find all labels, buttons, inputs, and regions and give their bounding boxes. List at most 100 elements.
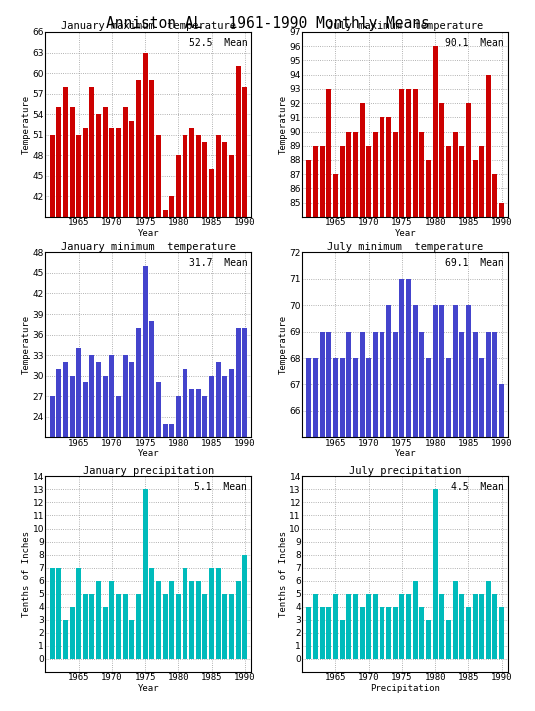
Bar [453,132,457,711]
Bar [379,331,385,711]
Bar [209,169,214,484]
Bar [236,328,241,581]
Bar [143,489,148,659]
Bar [379,606,385,659]
Bar [83,383,88,581]
Bar [340,358,345,711]
Bar [459,594,464,659]
X-axis label: Year: Year [137,449,159,458]
Title: July minimum  temperature: July minimum temperature [327,242,484,252]
Bar [419,132,424,711]
Bar [229,155,234,484]
Bar [472,331,478,711]
Bar [129,362,134,581]
Bar [189,581,194,659]
Bar [176,396,181,581]
Bar [499,385,504,711]
Bar [63,620,68,659]
Bar [320,331,325,711]
Bar [236,66,241,484]
Bar [379,117,385,711]
Bar [340,620,345,659]
Bar [202,396,208,581]
Bar [182,567,187,659]
Bar [486,331,491,711]
Y-axis label: Tenths of Inches: Tenths of Inches [279,531,288,617]
Bar [333,174,338,711]
Bar [326,89,331,711]
Bar [426,160,431,711]
Y-axis label: Temperature: Temperature [279,315,288,375]
Bar [63,362,68,581]
Bar [426,358,431,711]
Bar [360,606,364,659]
Bar [116,128,121,484]
Bar [103,107,108,484]
Bar [169,196,174,484]
Bar [433,489,438,659]
Bar [400,594,404,659]
Bar [313,146,318,711]
Bar [136,594,141,659]
Bar [353,358,358,711]
Text: 90.1  Mean: 90.1 Mean [445,38,504,48]
Bar [439,103,444,711]
Bar [123,594,128,659]
Bar [103,375,108,581]
Bar [202,594,208,659]
Text: 52.5  Mean: 52.5 Mean [188,38,247,48]
Bar [419,331,424,711]
Bar [182,134,187,484]
Bar [307,358,311,711]
Bar [386,606,391,659]
Bar [499,203,504,711]
Bar [400,89,404,711]
X-axis label: Year: Year [394,229,416,237]
Bar [96,581,101,659]
Bar [202,141,208,484]
Bar [163,210,167,484]
Bar [242,555,247,659]
Bar [479,358,484,711]
Bar [446,358,451,711]
Bar [406,594,411,659]
Bar [136,328,141,581]
Bar [320,606,325,659]
Bar [433,305,438,711]
Bar [149,80,154,484]
Bar [169,581,174,659]
Bar [453,305,457,711]
Bar [236,581,241,659]
Bar [83,128,88,484]
Bar [56,369,61,581]
Bar [479,594,484,659]
X-axis label: Precipitation: Precipitation [370,684,440,693]
Bar [479,146,484,711]
Bar [466,305,471,711]
Bar [129,121,134,484]
Bar [433,46,438,711]
Bar [70,107,74,484]
Bar [169,424,174,581]
Title: July precipitation: July precipitation [349,466,462,476]
Bar [326,331,331,711]
Bar [50,134,55,484]
Y-axis label: Temperature: Temperature [22,95,31,154]
Bar [412,581,418,659]
Bar [89,355,95,581]
Bar [499,606,504,659]
Bar [216,567,221,659]
Bar [346,132,351,711]
Bar [493,331,498,711]
Bar [366,594,371,659]
Bar [386,305,391,711]
Bar [209,375,214,581]
Bar [493,594,498,659]
Bar [446,146,451,711]
Bar [406,279,411,711]
Bar [472,594,478,659]
Bar [307,606,311,659]
Bar [412,89,418,711]
Bar [313,594,318,659]
Bar [393,606,398,659]
